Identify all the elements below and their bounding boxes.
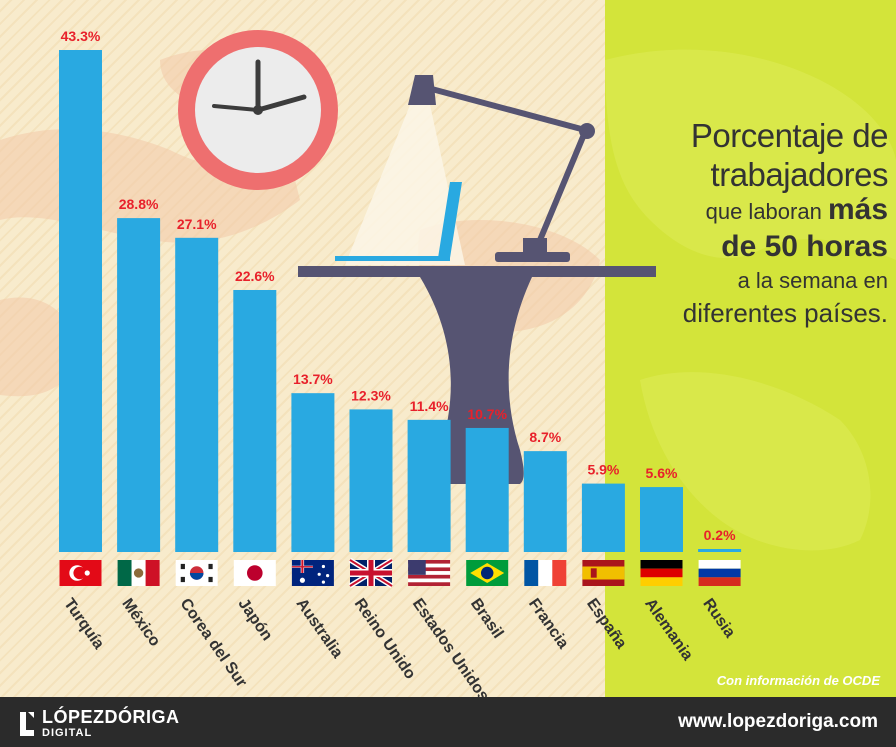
website-link[interactable]: www.lopezdoriga.com bbox=[678, 711, 878, 732]
bar-9 bbox=[581, 483, 625, 552]
brand-logo[interactable]: LÓPEZDÓRIGA DIGITAL bbox=[18, 707, 180, 740]
japan-flag bbox=[233, 560, 276, 586]
spain-flag bbox=[582, 560, 625, 586]
south-korea-flag bbox=[175, 560, 218, 586]
laptop-icon bbox=[335, 182, 462, 261]
usa-flag bbox=[408, 560, 451, 586]
germany-flag bbox=[640, 560, 683, 586]
mexico-flag bbox=[117, 560, 160, 586]
value-label-9: 5.9% bbox=[587, 462, 619, 478]
footer-bar: LÓPEZDÓRIGA DIGITAL www.lopezdoriga.com bbox=[0, 697, 896, 747]
value-label-1: 28.8% bbox=[119, 196, 159, 212]
title-line-6: diferentes países. bbox=[682, 298, 888, 328]
brand-subtitle: DIGITAL bbox=[42, 727, 93, 739]
bar-11 bbox=[698, 549, 742, 552]
value-label-4: 13.7% bbox=[293, 371, 333, 387]
category-label-3: Japón bbox=[235, 596, 276, 644]
category-label-9: España bbox=[583, 596, 630, 652]
russia-flag bbox=[698, 560, 741, 586]
value-label-10: 5.6% bbox=[646, 465, 678, 481]
desk-lamp-icon bbox=[345, 75, 595, 265]
title-line-3: que laboran más bbox=[618, 194, 888, 228]
value-label-3: 22.6% bbox=[235, 268, 275, 284]
france-flag bbox=[524, 560, 567, 586]
category-label-1: México bbox=[118, 596, 163, 650]
background-illustration bbox=[0, 30, 896, 551]
title-line-5: a la semana en bbox=[737, 268, 888, 293]
australia-flag bbox=[291, 560, 334, 586]
bar-10 bbox=[640, 487, 683, 552]
category-label-5: Reino Unido bbox=[351, 596, 419, 683]
value-label-11: 0.2% bbox=[704, 527, 736, 543]
bar-0 bbox=[59, 50, 102, 552]
title-line-4: de 50 horas bbox=[721, 230, 888, 263]
title-line-3-pre: que laboran bbox=[705, 199, 822, 224]
category-label-0: Turquía bbox=[60, 596, 107, 653]
brand-logo-icon bbox=[20, 711, 34, 736]
category-label-10: Alemania bbox=[641, 596, 696, 664]
value-label-6: 11.4% bbox=[410, 398, 449, 414]
bar-3 bbox=[233, 289, 277, 552]
brazil-flag bbox=[466, 560, 509, 586]
bar-1 bbox=[117, 218, 161, 552]
category-label-8: Francia bbox=[525, 596, 572, 652]
world-map-icon-right bbox=[605, 49, 896, 551]
bar-6 bbox=[407, 419, 451, 552]
clock-icon bbox=[178, 30, 338, 190]
title-line-1: Porcentaje de bbox=[690, 117, 889, 154]
category-label-11: Rusia bbox=[699, 596, 738, 642]
value-label-8: 8.7% bbox=[529, 429, 561, 445]
bar-5 bbox=[349, 409, 393, 552]
title-line-3-bold: más bbox=[827, 193, 888, 226]
value-label-5: 12.3% bbox=[351, 387, 391, 403]
value-label-0: 43.3% bbox=[61, 28, 101, 44]
bar-7 bbox=[465, 427, 509, 552]
category-label-4: Australia bbox=[293, 596, 346, 662]
turkey-flag bbox=[59, 560, 102, 586]
category-label-7: Brasil bbox=[467, 596, 506, 642]
chart-title: Porcentaje de trabajadores que laboran m… bbox=[618, 116, 889, 330]
brand-name: LÓPEZDÓRIGA bbox=[42, 707, 180, 727]
title-line-2: trabajadores bbox=[710, 156, 889, 193]
bar-2 bbox=[175, 237, 219, 552]
bar-4 bbox=[291, 393, 335, 552]
bar-8 bbox=[523, 451, 567, 552]
uk-flag bbox=[348, 557, 394, 589]
value-label-7: 10.7% bbox=[467, 406, 507, 422]
source-note: Con información de OCDE bbox=[716, 673, 880, 688]
value-label-2: 27.1% bbox=[177, 216, 217, 232]
